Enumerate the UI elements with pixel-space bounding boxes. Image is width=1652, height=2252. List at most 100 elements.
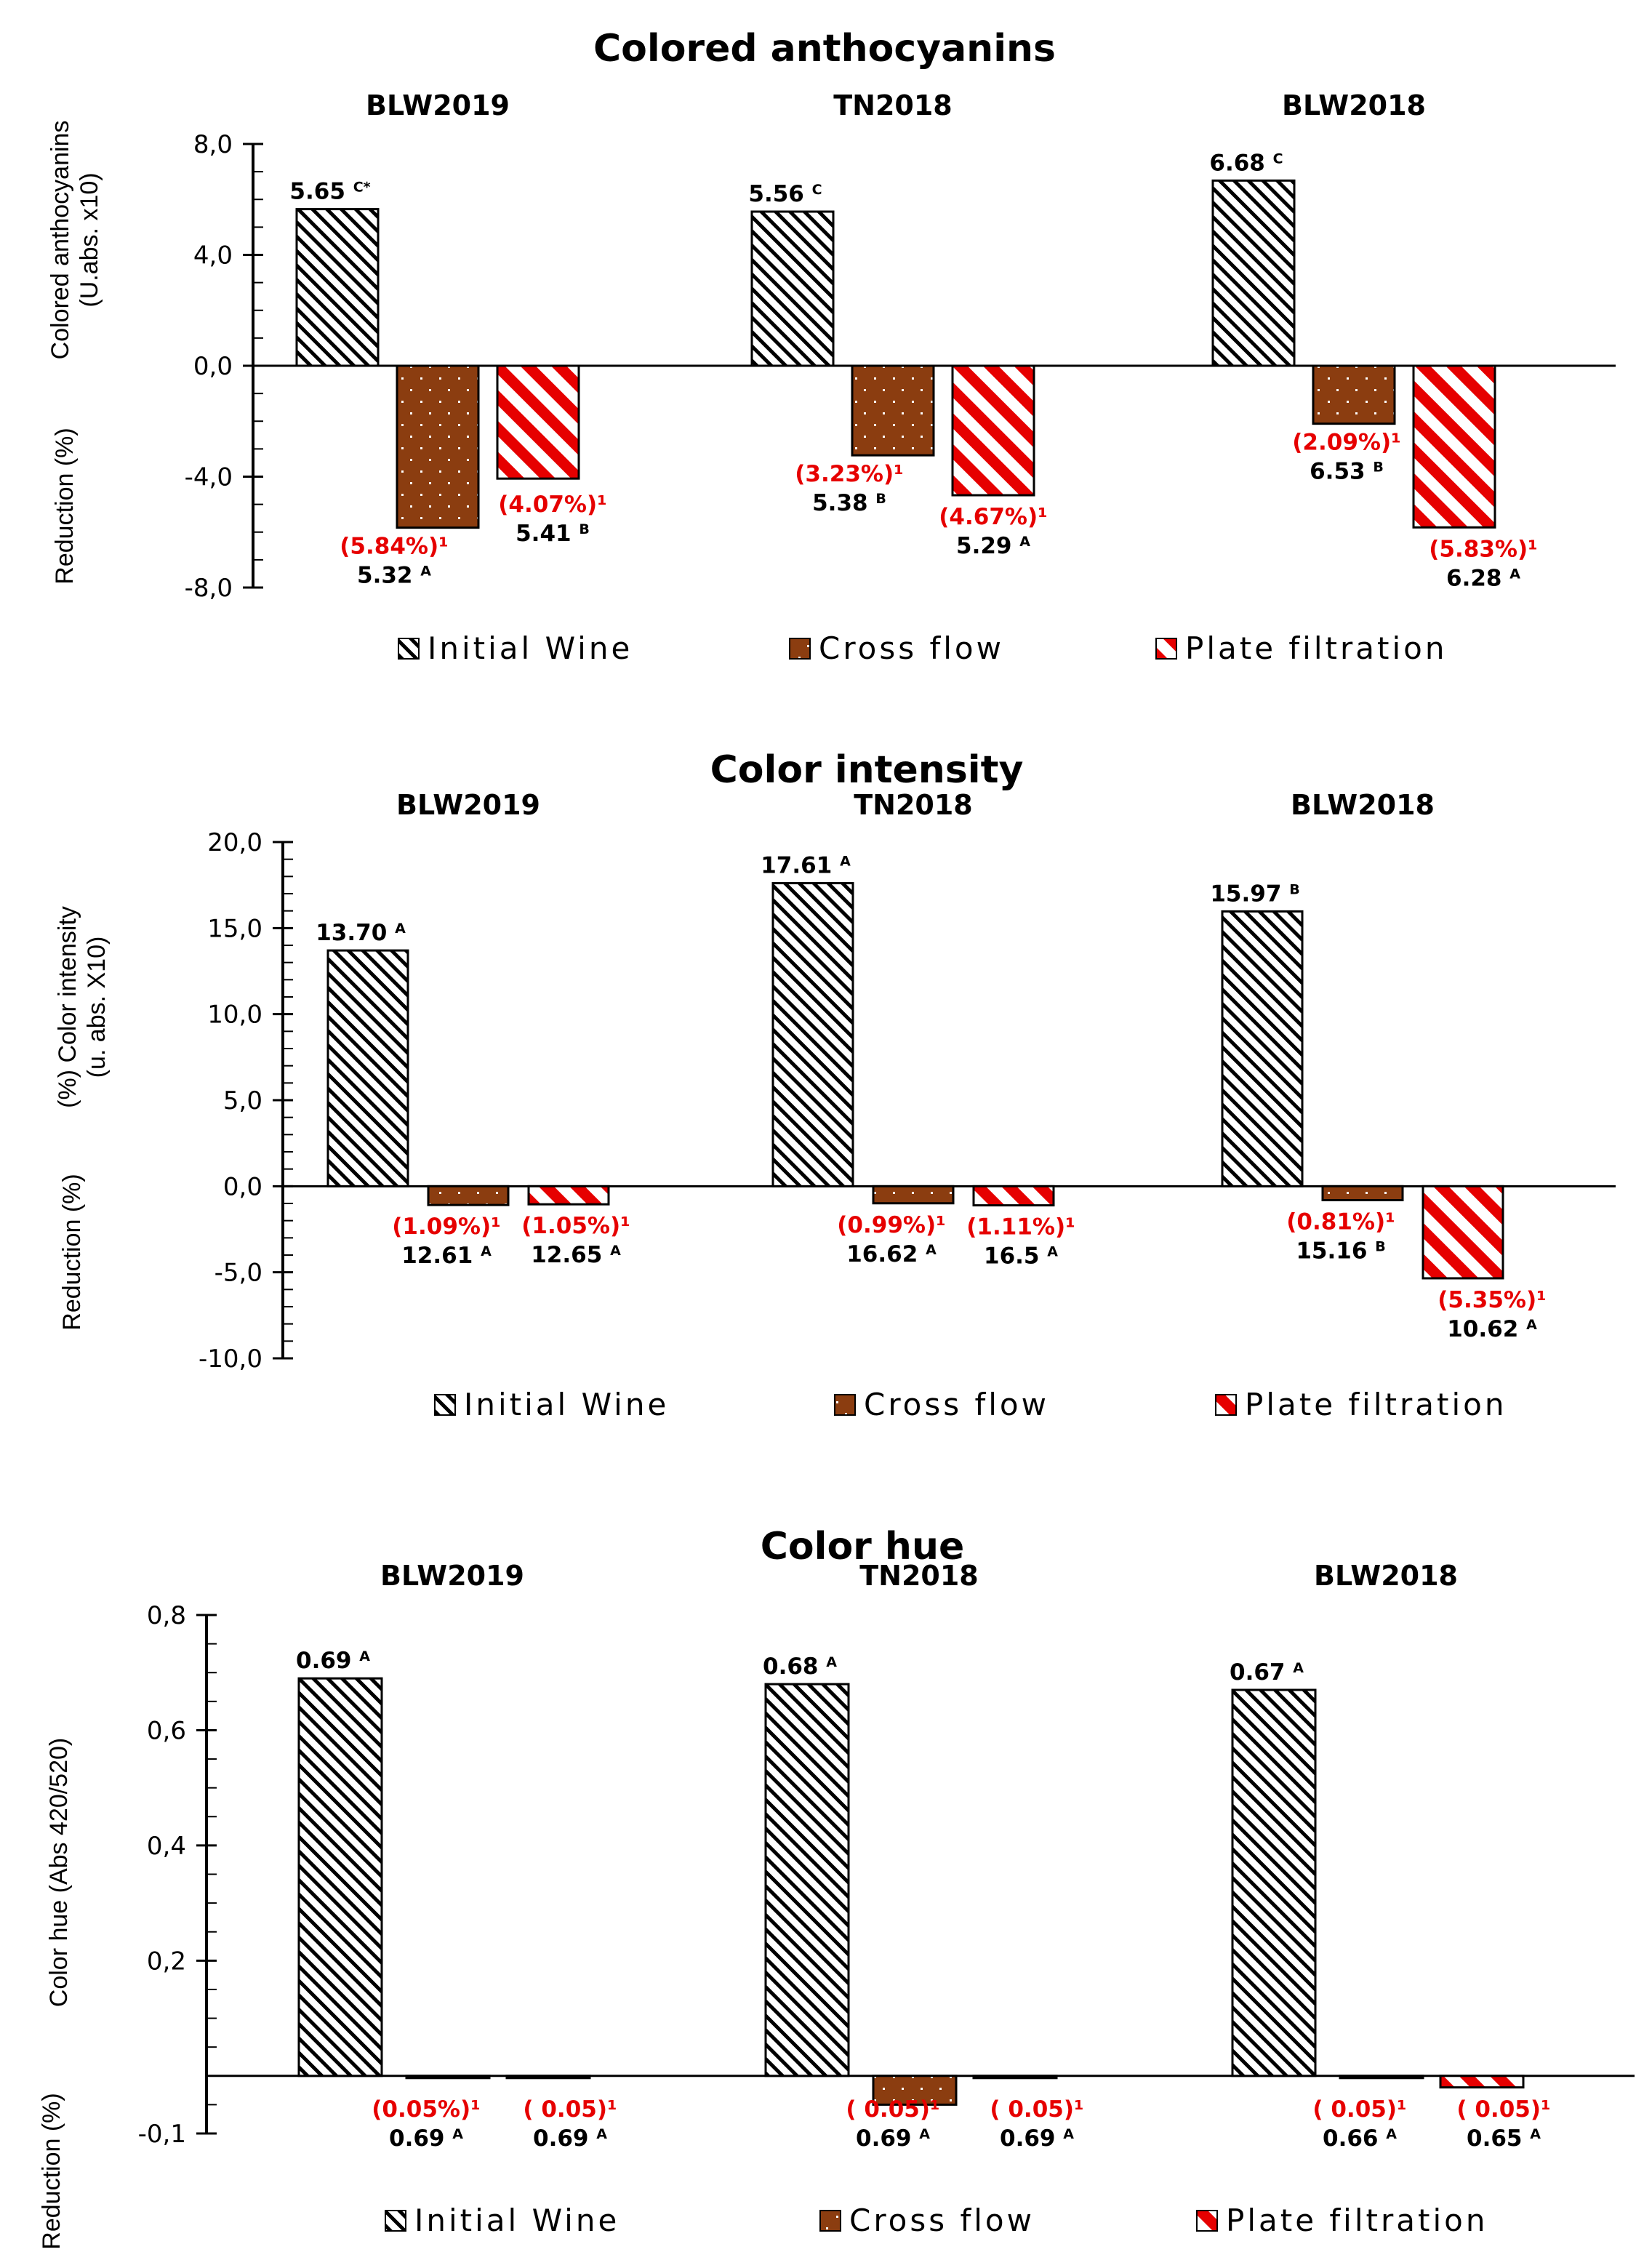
bar-plate-tn2018 (972, 1185, 1055, 1207)
chart-3: Color hue BLW2019 TN2018 BLW2018 0,8 0,6 0,4 0,… (38, 1525, 1635, 2250)
y-tick-label: 20,0 (207, 828, 262, 857)
group-label-blw2019: BLW2019 (380, 1560, 524, 1592)
reduction-label: ( 0.05)¹ (1456, 2096, 1550, 2123)
bar-plate-blw2019 (505, 2075, 591, 2080)
bar-cross-blw2018 (1321, 1185, 1404, 1202)
chart-1: Colored anthocyanins BLW2019 TN2018 BLW2018… (47, 27, 1616, 666)
bar-initial-blw2019 (295, 208, 380, 367)
group-label-blw2018: BLW2018 (1314, 1560, 1458, 1592)
legend-label-plate: Plate filtration (1245, 1387, 1507, 1422)
y-tick-label: 0,6 (147, 1716, 186, 1745)
y-tick-label: 10,0 (207, 1001, 262, 1030)
group-label-tn2018: TN2018 (859, 1560, 979, 1592)
group-label-blw2018: BLW2018 (1282, 89, 1426, 121)
bar-plate-blw2018 (1422, 1185, 1504, 1280)
bar-plate-blw2018 (1412, 364, 1496, 529)
value-label: 0.66 A (1323, 2125, 1397, 2152)
value-label: 6.28 A (1446, 565, 1520, 591)
bar-cross-blw2018 (1339, 2075, 1424, 2080)
reduction-label: (1.05%)¹ (521, 1213, 630, 1239)
y-tick-label: -5,0 (214, 1259, 262, 1288)
y-tick-label: -4,0 (185, 463, 233, 492)
value-label: 0.68 A (763, 1654, 837, 1680)
legend-swatch-cross (819, 2210, 841, 2232)
bar-cross-blw2019 (405, 2075, 491, 2080)
value-label: 0.65 A (1467, 2125, 1541, 2152)
value-label: 12.61 A (401, 1243, 492, 1269)
bar-cross-tn2018 (851, 364, 935, 457)
bar-cross-blw2019 (427, 1185, 510, 1206)
y-axis-reduction-label: Reduction (%) (51, 428, 79, 584)
value-label: 0.69 A (296, 1648, 370, 1674)
bar-cross-blw2018 (1312, 364, 1396, 425)
bar-plate-blw2019 (496, 364, 580, 480)
reduction-label: (0.81%)¹ (1286, 1209, 1395, 1235)
y-tick-label: -8,0 (185, 574, 233, 603)
reduction-label: (4.67%)¹ (939, 504, 1047, 530)
bar-initial-tn2018 (750, 210, 835, 367)
reduction-label: (3.23%)¹ (795, 461, 903, 487)
legend-label-plate: Plate filtration (1226, 2203, 1488, 2238)
value-label: 0.69 A (856, 2125, 930, 2152)
legend-label-initial: Initial Wine (414, 2203, 620, 2238)
chart-title: Colored anthocyanins (593, 27, 1056, 71)
legend-swatch-initial (385, 2210, 406, 2232)
bar-cross-blw2019 (396, 364, 480, 529)
chart-2: Color intensity BLW2019 TN2018 BLW2018 20,0 1… (54, 748, 1616, 1422)
bar-initial-blw2018 (1211, 179, 1296, 367)
bar-plate-tn2018 (972, 2075, 1058, 2080)
y-tick-label: -10,0 (199, 1345, 262, 1374)
legend: Initial Wine Cross flow Plate filtration (434, 1387, 1507, 1422)
reduction-label: ( 0.05)¹ (990, 2096, 1083, 2123)
value-label: 6.68 C (1209, 150, 1283, 176)
bar-plate-blw2019 (527, 1185, 610, 1206)
legend-swatch-initial (398, 638, 420, 660)
y-tick-label: 0,0 (223, 1172, 262, 1201)
y-tick-label: 0,2 (147, 1947, 186, 1976)
reduction-label: (0.99%)¹ (837, 1212, 945, 1238)
value-label: 16.62 A (846, 1241, 937, 1267)
reduction-label: ( 0.05)¹ (1312, 2096, 1406, 2123)
legend-label-cross: Cross flow (819, 630, 1004, 666)
y-tick-label: 5,0 (223, 1086, 262, 1115)
y-tick-label: 4,0 (193, 241, 233, 271)
bar-initial-blw2018 (1231, 1688, 1317, 2077)
reduction-label: (1.11%)¹ (966, 1214, 1075, 1241)
chart-title: Color intensity (710, 748, 1024, 792)
value-label: 17.61 A (761, 853, 851, 879)
group-label-tn2018: TN2018 (833, 89, 953, 121)
bar-cross-tn2018 (872, 1185, 955, 1205)
bar-initial-tn2018 (771, 882, 854, 1187)
reduction-label: (4.07%)¹ (498, 492, 606, 518)
bar-initial-blw2019 (297, 1677, 383, 2077)
legend-label-cross: Cross flow (849, 2203, 1035, 2238)
legend-label-initial: Initial Wine (464, 1387, 669, 1422)
value-label: 0.69 A (1000, 2125, 1074, 2152)
bar-initial-tn2018 (764, 1683, 850, 2077)
value-label: 0.69 A (389, 2125, 463, 2152)
value-label: 0.69 A (533, 2125, 607, 2152)
reduction-label: (5.35%)¹ (1438, 1287, 1546, 1313)
value-label: 5.41 B (516, 521, 590, 547)
value-label: 12.65 A (531, 1242, 621, 1268)
y-tick-label: 15,0 (207, 914, 262, 943)
reduction-label: (1.09%)¹ (392, 1214, 500, 1240)
y-tick-label: 8,0 (193, 130, 233, 159)
value-label: 5.32 A (357, 563, 431, 589)
group-label-blw2019: BLW2019 (396, 789, 540, 821)
legend-label-initial: Initial Wine (428, 630, 633, 666)
group-label-blw2019: BLW2019 (366, 89, 510, 121)
y-axis-label: (%) Color intensity(u. abs. X10) (54, 906, 111, 1108)
reduction-label: (0.05%)¹ (372, 2096, 480, 2123)
legend-swatch-initial (434, 1394, 456, 1416)
value-label: 5.56 C (748, 181, 822, 207)
legend: Initial Wine Cross flow Plate filtration (385, 2203, 1488, 2238)
group-label-tn2018: TN2018 (854, 789, 973, 821)
value-label: 15.97 B (1210, 881, 1299, 907)
value-label: 13.70 A (316, 920, 406, 946)
value-label: 15.16 B (1296, 1238, 1385, 1265)
y-tick-label: 0,0 (193, 352, 233, 381)
bar-initial-blw2018 (1221, 910, 1304, 1187)
y-axis-reduction-label: Reduction (%) (58, 1174, 86, 1330)
legend: Initial Wine Cross flow Plate filtration (398, 630, 1444, 666)
